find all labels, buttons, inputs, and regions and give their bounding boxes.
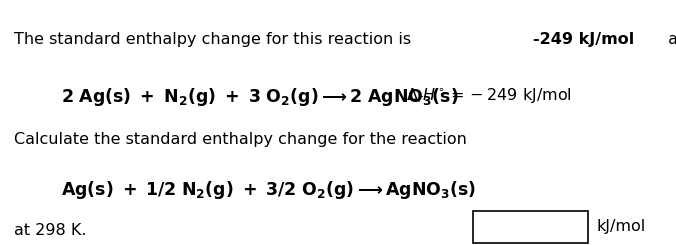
Text: at 298 K.: at 298 K. <box>14 223 86 238</box>
Text: $\mathbf{2\ Ag(s)\ +\ N_2(g)\ +\ 3\ O_2(g)\longrightarrow 2\ AgNO_3(s)}$: $\mathbf{2\ Ag(s)\ +\ N_2(g)\ +\ 3\ O_2(… <box>61 86 458 108</box>
Text: $\Delta_r H^\circ = -249$ kJ/mol: $\Delta_r H^\circ = -249$ kJ/mol <box>406 86 571 105</box>
Text: Calculate the standard enthalpy change for the reaction: Calculate the standard enthalpy change f… <box>14 132 466 147</box>
Bar <box>473 211 588 243</box>
Text: -249 kJ/mol: -249 kJ/mol <box>533 32 634 47</box>
Text: kJ/mol: kJ/mol <box>596 219 646 234</box>
Text: at 298 K.: at 298 K. <box>663 32 676 47</box>
Text: $\mathbf{Ag(s)\ +\ 1/2\ N_2(g)\ +\ 3/2\ O_2(g)\longrightarrow AgNO_3(s)}$: $\mathbf{Ag(s)\ +\ 1/2\ N_2(g)\ +\ 3/2\ … <box>61 179 476 201</box>
Text: The standard enthalpy change for this reaction is: The standard enthalpy change for this re… <box>14 32 416 47</box>
